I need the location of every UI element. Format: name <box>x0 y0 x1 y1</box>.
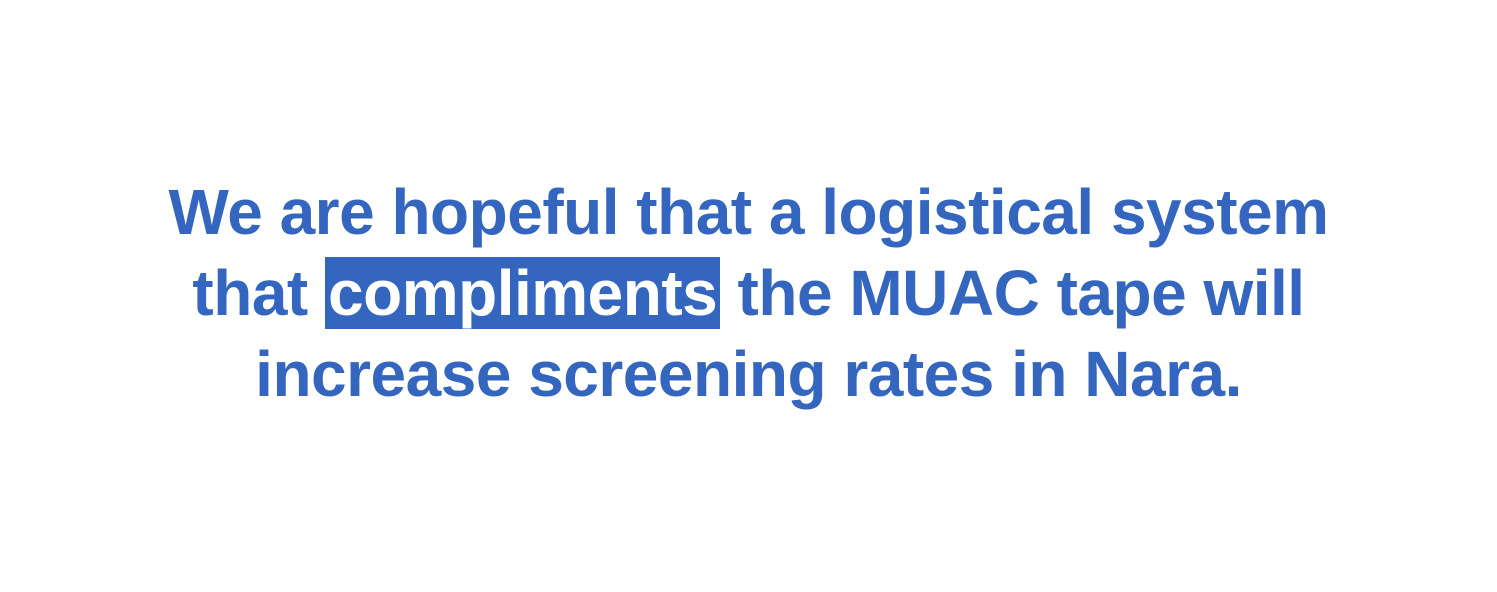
statement-line-1: We are hopeful that a logistical system <box>168 176 1329 248</box>
statement-line-3: increase screening rates in Nara. <box>255 338 1242 410</box>
statement-text: We are hopeful that a logistical system … <box>0 172 1497 415</box>
statement-line-2-start: that <box>192 257 326 329</box>
statement-line-2-end: the MUAC tape will <box>720 257 1306 329</box>
statement-line-2: that compliments the MUAC tape will <box>0 253 1497 334</box>
highlighted-word: compliments <box>325 257 721 329</box>
